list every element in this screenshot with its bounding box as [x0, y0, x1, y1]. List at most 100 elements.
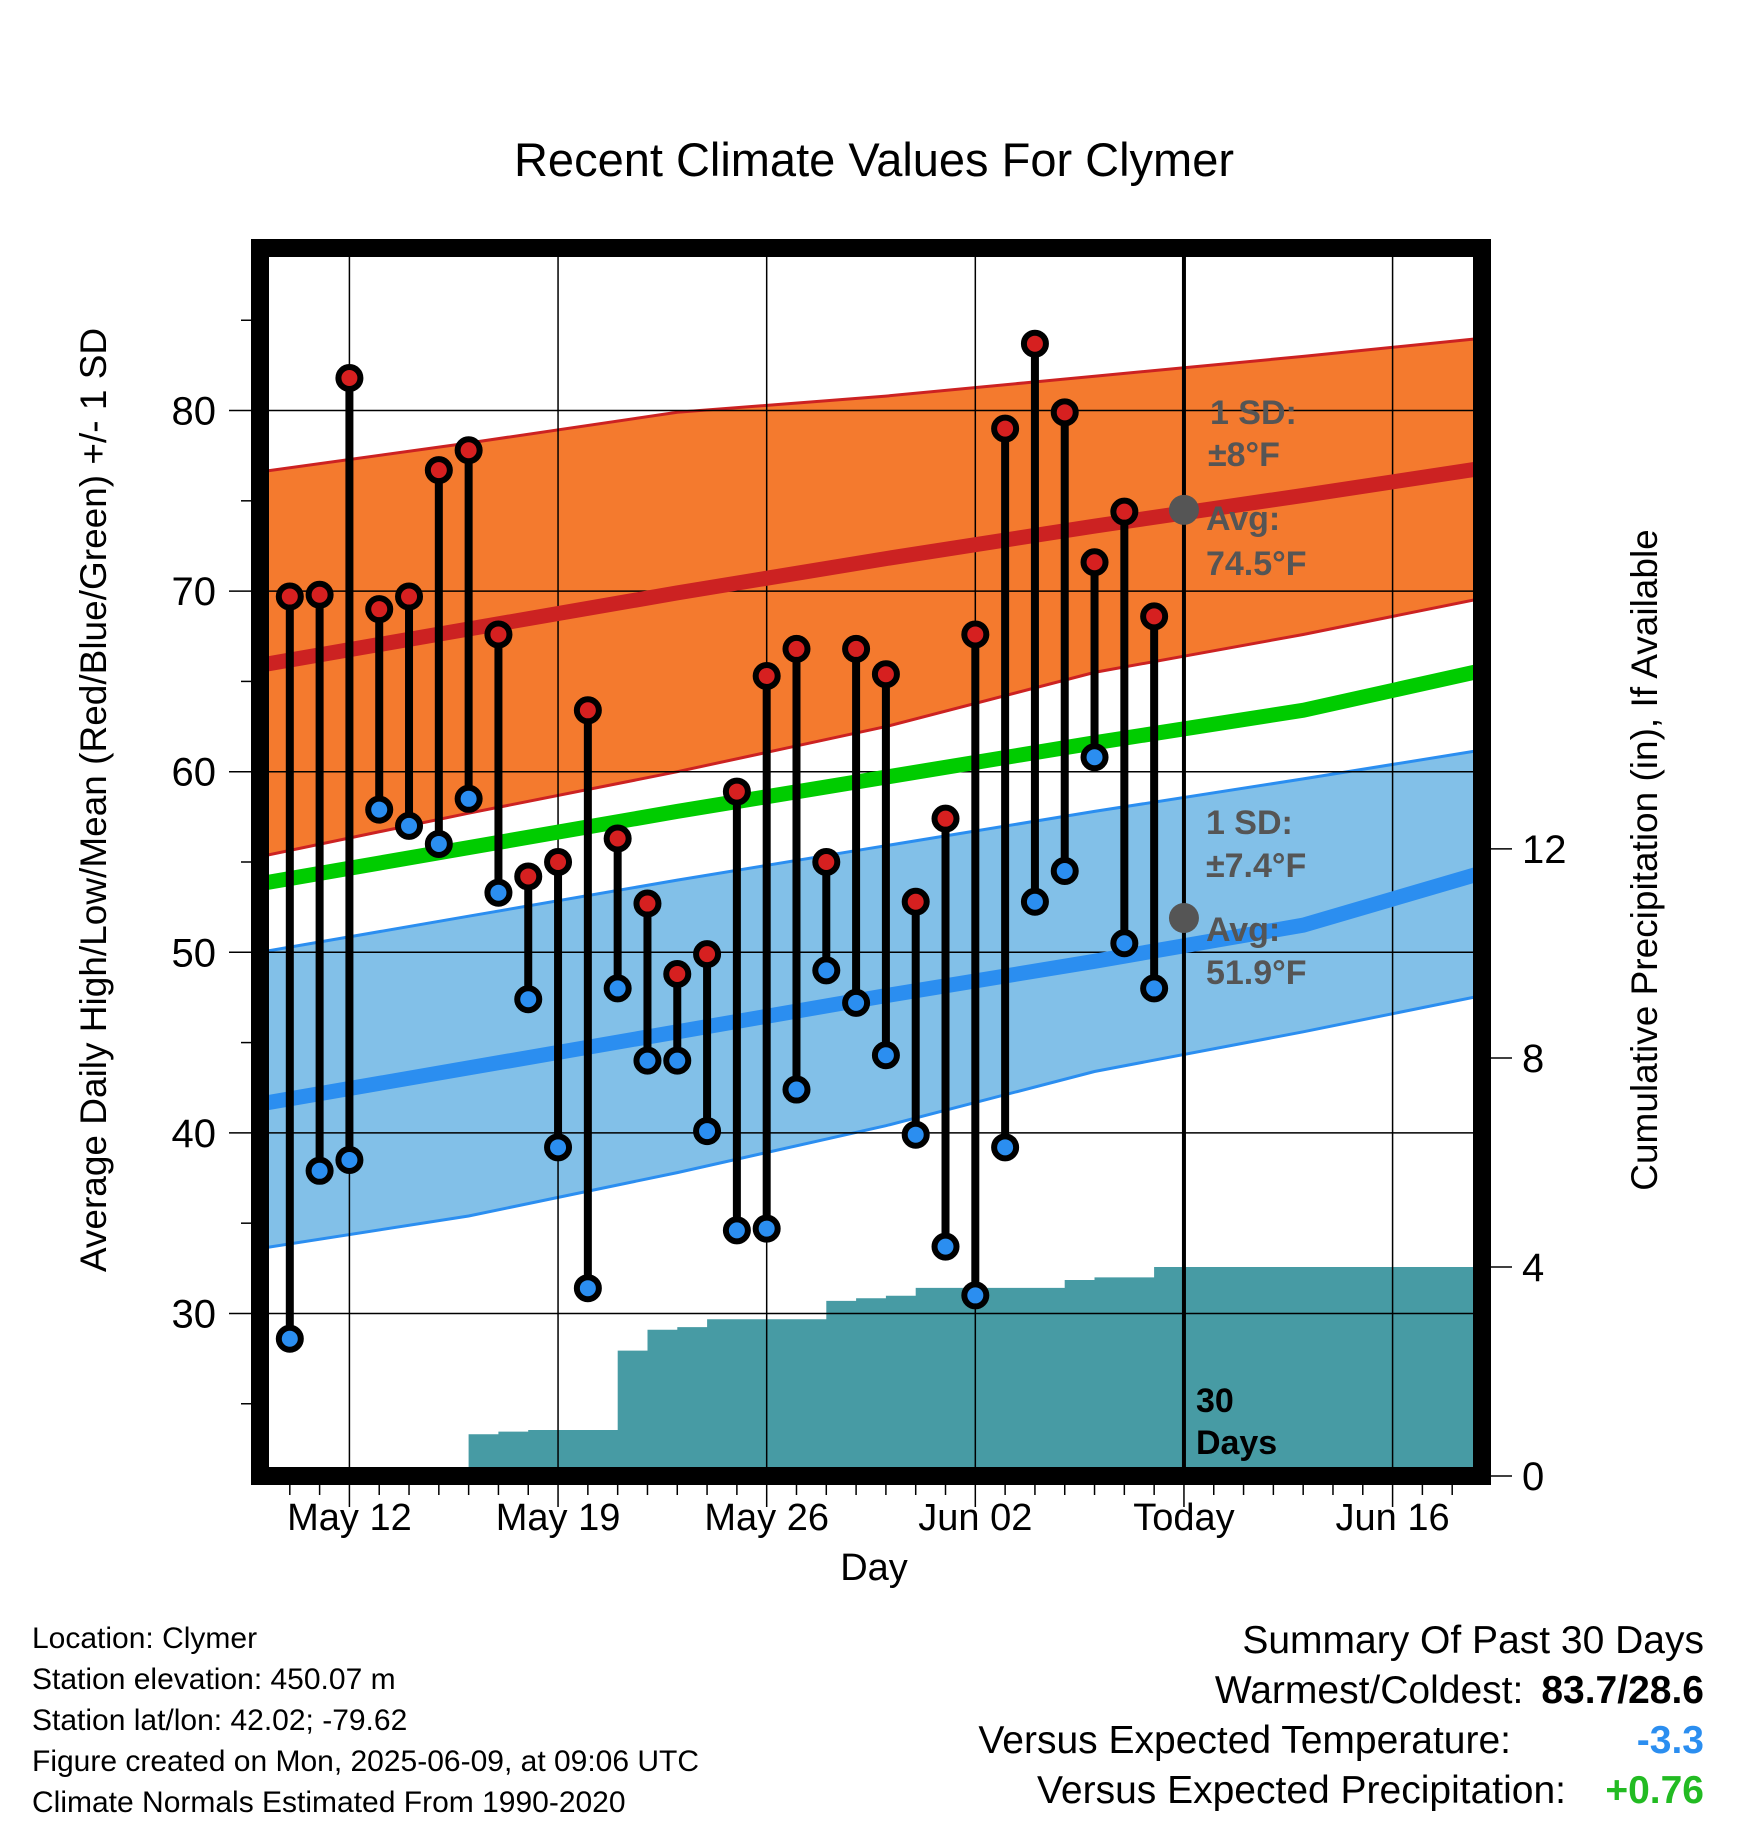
plot-content: 1 SD: ±8°F Avg: 74.5°F 1 SD: ±7.4°F Avg: 51.9°F…	[260, 248, 1482, 1476]
daily-low-point	[335, 1145, 364, 1174]
summary-title: Summary Of Past 30 Days	[1242, 1619, 1704, 1662]
daily-low-point	[782, 1075, 811, 1104]
daily-high-point	[1110, 497, 1139, 526]
station-info: Location: Clymer Station elevation: 450.…	[32, 1618, 699, 1823]
daily-low-point	[1050, 857, 1079, 886]
summary-temp: Versus Expected Temperature: -3.3	[978, 1716, 1704, 1766]
x-tick-label: Today	[1133, 1497, 1234, 1539]
daily-low-point	[633, 1046, 662, 1075]
daily-low-point	[305, 1156, 334, 1185]
low-avg-title: Avg:	[1206, 911, 1280, 949]
precip-label: Versus Expected Precipitation:	[1037, 1769, 1566, 1812]
daily-high-point	[484, 620, 513, 649]
y2-tick-label: 0	[1522, 1455, 1544, 1499]
daily-low-point	[484, 878, 513, 907]
summary-precip: Versus Expected Precipitation: +0.76	[978, 1766, 1704, 1816]
today-label-count: 30	[1196, 1382, 1234, 1420]
daily-high-point	[544, 848, 573, 876]
high-avg-title: Avg:	[1206, 500, 1280, 538]
y2-axis-label: Cumulative Precipitation (in), If Availa…	[1624, 529, 1665, 1191]
summary-panel: Summary Of Past 30 Days Warmest/Coldest:…	[978, 1616, 1704, 1816]
y2-tick-label: 12	[1522, 828, 1567, 872]
y-tick-label: 60	[172, 751, 217, 795]
daily-low-point	[663, 1046, 692, 1075]
y-tick-label: 40	[172, 1112, 217, 1156]
daily-low-point	[693, 1117, 722, 1146]
high-avg-value: 74.5°F	[1206, 545, 1307, 583]
daily-high-point	[871, 660, 900, 689]
precip-value: +0.76	[1605, 1769, 1704, 1812]
summary-warmest-coldest: Warmest/Coldest: 83.7/28.6	[978, 1666, 1704, 1716]
warmest-coldest-value: 83.7/28.6	[1541, 1669, 1704, 1712]
daily-low-point	[395, 811, 424, 840]
precip-area	[438, 1267, 1482, 1476]
x-tick-label: May 19	[496, 1497, 621, 1539]
daily-low-point	[901, 1120, 930, 1149]
daily-high-point	[424, 456, 453, 485]
daily-high-point	[1050, 398, 1079, 427]
daily-low-point	[722, 1216, 751, 1245]
daily-low-point	[752, 1214, 781, 1243]
y2-tick-label: 4	[1522, 1246, 1544, 1290]
daily-high-point	[812, 848, 841, 876]
daily-high-point	[365, 595, 394, 624]
location-text: Location: Clymer	[32, 1622, 258, 1655]
low-sd-title: 1 SD:	[1206, 804, 1293, 842]
daily-low-point	[871, 1041, 900, 1070]
daily-high-point	[991, 414, 1020, 443]
daily-low-point	[1140, 974, 1169, 1003]
latlon-text: Station lat/lon: 42.02; -79.62	[32, 1704, 408, 1737]
x-tick-label: Jun 02	[918, 1497, 1032, 1539]
elevation-text: Station elevation: 450.07 m	[32, 1663, 396, 1696]
daily-high-point	[1020, 329, 1049, 358]
high-sd-value: ±8°F	[1208, 436, 1280, 474]
today-high-avg-marker	[1168, 494, 1199, 525]
daily-high-point	[693, 940, 722, 969]
daily-high-point	[961, 620, 990, 649]
daily-high-point	[752, 661, 781, 690]
low-avg-value: 51.9°F	[1206, 954, 1307, 992]
warmest-coldest-label: Warmest/Coldest:	[1214, 1669, 1524, 1712]
normals-source-text: Climate Normals Estimated From 1990-2020	[32, 1786, 626, 1819]
daily-low-point	[961, 1281, 990, 1310]
daily-low-point	[931, 1232, 960, 1261]
high-sd-title: 1 SD:	[1210, 394, 1297, 432]
y-tick-label: 80	[172, 390, 217, 434]
daily-high-point	[335, 364, 364, 393]
daily-low-point	[424, 829, 453, 858]
x-axis-label: Day	[840, 1547, 908, 1589]
x-tick-label: Jun 16	[1336, 1497, 1450, 1539]
y2-tick-label: 8	[1522, 1037, 1544, 1081]
daily-low-point	[1080, 743, 1109, 772]
daily-high-point	[454, 436, 483, 465]
plot-area: 1 SD: ±8°F Avg: 74.5°F 1 SD: ±7.4°F Avg: 51.9°F…	[172, 239, 1567, 1539]
daily-low-point	[275, 1324, 304, 1353]
daily-low-point	[1020, 887, 1049, 916]
daily-low-point	[1110, 929, 1139, 958]
daily-low-point	[454, 784, 483, 813]
today-label-unit: Days	[1196, 1424, 1277, 1462]
daily-low-point	[573, 1274, 602, 1303]
daily-low-point	[365, 795, 394, 824]
daily-low-point	[603, 974, 632, 1003]
daily-high-point	[633, 889, 662, 918]
plot-frame	[251, 239, 1491, 1485]
daily-high-point	[275, 582, 304, 611]
daily-low-point	[812, 956, 841, 985]
y-tick-label: 50	[172, 931, 217, 975]
y-axis-label: Average Daily High/Low/Mean (Red/Blue/Gr…	[73, 328, 114, 1272]
daily-high-point	[663, 959, 692, 988]
high-sd-band	[260, 338, 1482, 857]
y-tick-label: 30	[172, 1292, 217, 1336]
daily-low-point	[544, 1133, 573, 1162]
daily-high-point	[514, 862, 543, 891]
daily-high-point	[722, 777, 751, 806]
daily-high-point	[305, 580, 334, 609]
climate-chart: Recent Climate Values For Clymer 1 SD: ±8…	[73, 133, 1665, 1589]
daily-high-point	[901, 887, 930, 916]
daily-low-point	[514, 985, 543, 1014]
today-low-avg-marker	[1168, 902, 1199, 933]
daily-low-point	[991, 1133, 1020, 1162]
daily-high-point	[1080, 548, 1109, 577]
temp-label: Versus Expected Temperature:	[978, 1719, 1511, 1762]
